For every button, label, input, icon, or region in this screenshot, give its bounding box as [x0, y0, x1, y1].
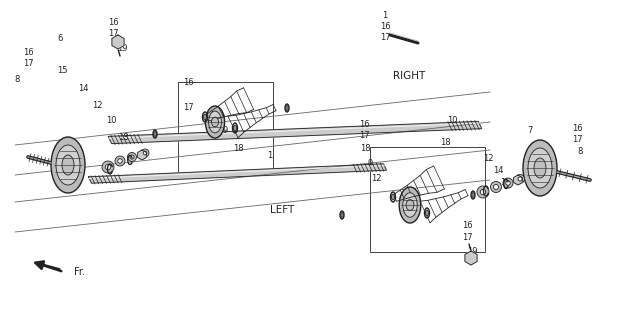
- Polygon shape: [112, 35, 124, 49]
- Text: 16: 16: [358, 119, 370, 129]
- Text: 18: 18: [118, 132, 128, 141]
- Text: 16: 16: [379, 21, 391, 30]
- Ellipse shape: [506, 181, 510, 185]
- Text: 18: 18: [440, 138, 450, 147]
- Ellipse shape: [56, 145, 80, 185]
- Text: 1: 1: [267, 150, 273, 159]
- Ellipse shape: [62, 155, 74, 175]
- Text: 19: 19: [466, 247, 478, 257]
- Text: 17: 17: [358, 131, 370, 140]
- Ellipse shape: [212, 117, 218, 127]
- Ellipse shape: [154, 132, 156, 136]
- Ellipse shape: [141, 149, 149, 157]
- Text: 7: 7: [528, 125, 532, 134]
- Text: 17: 17: [108, 28, 118, 37]
- Ellipse shape: [403, 193, 417, 217]
- Text: 15: 15: [500, 178, 510, 187]
- Text: LEFT: LEFT: [270, 205, 294, 215]
- Polygon shape: [514, 175, 523, 185]
- Text: 17: 17: [572, 134, 582, 143]
- Ellipse shape: [392, 194, 394, 200]
- Ellipse shape: [51, 137, 85, 193]
- Ellipse shape: [115, 156, 125, 166]
- Text: 12: 12: [215, 114, 225, 123]
- Text: 19: 19: [117, 44, 127, 52]
- Text: RIGHT: RIGHT: [393, 71, 425, 81]
- Text: 8: 8: [577, 147, 582, 156]
- Ellipse shape: [518, 177, 522, 181]
- Ellipse shape: [204, 114, 207, 120]
- Text: 17: 17: [183, 102, 193, 111]
- Ellipse shape: [102, 161, 114, 173]
- Text: 8: 8: [14, 75, 19, 84]
- Text: 14: 14: [78, 84, 88, 92]
- Ellipse shape: [106, 164, 110, 170]
- Text: 10: 10: [106, 116, 117, 124]
- Ellipse shape: [128, 153, 136, 162]
- Ellipse shape: [406, 200, 414, 211]
- Ellipse shape: [534, 158, 546, 178]
- Ellipse shape: [523, 140, 557, 196]
- Text: 12: 12: [92, 100, 102, 109]
- Text: 12: 12: [371, 173, 381, 182]
- Bar: [370, 147, 485, 252]
- Text: 16: 16: [572, 124, 582, 132]
- Ellipse shape: [399, 187, 421, 223]
- Ellipse shape: [477, 186, 489, 198]
- Text: 16: 16: [462, 221, 472, 230]
- Text: 14: 14: [493, 165, 503, 174]
- Polygon shape: [138, 150, 146, 160]
- Ellipse shape: [205, 106, 225, 138]
- Text: 18: 18: [360, 143, 370, 153]
- Polygon shape: [88, 164, 386, 183]
- Polygon shape: [465, 251, 477, 265]
- Ellipse shape: [118, 159, 122, 163]
- Ellipse shape: [143, 151, 147, 155]
- Text: 12: 12: [482, 154, 493, 163]
- Ellipse shape: [130, 155, 134, 159]
- Text: Fr.: Fr.: [74, 267, 85, 277]
- Ellipse shape: [480, 189, 486, 195]
- Ellipse shape: [503, 178, 513, 188]
- Ellipse shape: [494, 185, 499, 189]
- Text: 18: 18: [233, 143, 243, 153]
- Text: 15: 15: [57, 66, 67, 75]
- Text: 9: 9: [222, 125, 228, 134]
- Ellipse shape: [426, 210, 428, 216]
- Ellipse shape: [341, 212, 343, 217]
- Ellipse shape: [286, 106, 288, 110]
- Text: 10: 10: [447, 116, 457, 124]
- Text: 17: 17: [23, 59, 33, 68]
- Ellipse shape: [491, 181, 502, 193]
- Ellipse shape: [233, 125, 236, 131]
- Text: 17: 17: [379, 33, 391, 42]
- Text: 16: 16: [23, 47, 33, 57]
- Ellipse shape: [515, 174, 524, 183]
- Text: 17: 17: [462, 233, 472, 242]
- Text: 6: 6: [57, 34, 62, 43]
- Text: 9: 9: [367, 158, 373, 167]
- Polygon shape: [109, 121, 482, 144]
- Text: 16: 16: [108, 18, 118, 27]
- Text: 16: 16: [183, 77, 193, 86]
- Bar: [178, 82, 273, 172]
- Ellipse shape: [472, 193, 474, 197]
- Ellipse shape: [209, 111, 222, 133]
- Text: 1: 1: [383, 11, 387, 20]
- Ellipse shape: [528, 148, 552, 188]
